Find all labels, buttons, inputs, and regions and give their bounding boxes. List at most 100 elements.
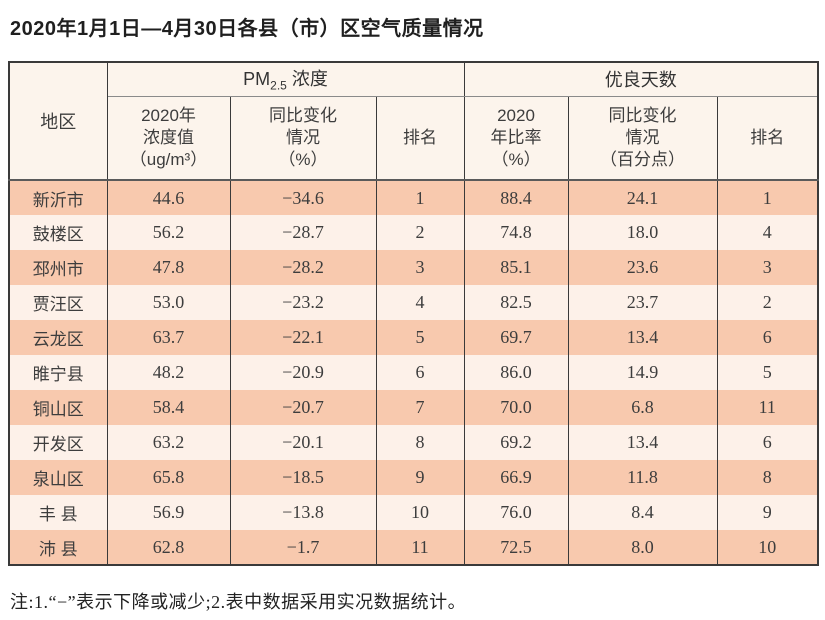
value-cell: 6 xyxy=(375,355,465,390)
value-cell: 69.2 xyxy=(463,425,569,460)
pm-label-subscript: 2.5 xyxy=(270,79,287,94)
value-cell: 58.4 xyxy=(106,390,231,425)
value-cell: 9 xyxy=(375,460,465,495)
region-cell: 云龙区 xyxy=(8,320,108,355)
group-header-good-days: 优良天数 xyxy=(463,62,819,97)
value-cell: 24.1 xyxy=(567,180,718,215)
value-cell: 86.0 xyxy=(463,355,569,390)
table-row: 丰 县 56.9 −13.8 10 76.0 8.4 9 xyxy=(8,495,819,530)
table-row: 铜山区 58.4 −20.7 7 70.0 6.8 11 xyxy=(8,390,819,425)
region-cell: 新沂市 xyxy=(8,180,108,215)
value-cell: 4 xyxy=(375,285,465,320)
value-cell: 47.8 xyxy=(106,250,231,285)
value-cell: 8 xyxy=(375,425,465,460)
value-cell: −1.7 xyxy=(229,530,377,565)
value-cell: 74.8 xyxy=(463,215,569,250)
table-row: 贾汪区 53.0 −23.2 4 82.5 23.7 2 xyxy=(8,285,819,320)
value-cell: 10 xyxy=(375,495,465,530)
value-cell: 14.9 xyxy=(567,355,718,390)
value-cell: 4 xyxy=(716,215,819,250)
value-cell: −18.5 xyxy=(229,460,377,495)
region-cell: 邳州市 xyxy=(8,250,108,285)
value-cell: 8.0 xyxy=(567,530,718,565)
region-cell: 开发区 xyxy=(8,425,108,460)
value-cell: −28.7 xyxy=(229,215,377,250)
table-body: 新沂市 44.6 −34.6 1 88.4 24.1 1 鼓楼区 56.2 −28.7 2 74.8 1… xyxy=(8,180,819,565)
pm-label-prefix: PM xyxy=(243,69,271,90)
value-cell: 23.7 xyxy=(567,285,718,320)
region-cell: 睢宁县 xyxy=(8,355,108,390)
value-cell: 85.1 xyxy=(463,250,569,285)
value-cell: 11 xyxy=(375,530,465,565)
value-cell: −20.9 xyxy=(229,355,377,390)
table-footnote: 注:1.“−”表示下降或减少;2.表中数据采用实况数据统计。 xyxy=(10,592,467,612)
region-cell: 贾汪区 xyxy=(8,285,108,320)
value-cell: −34.6 xyxy=(229,180,377,215)
column-header-gd-rank: 排名 xyxy=(716,96,819,181)
value-cell: 13.4 xyxy=(567,320,718,355)
value-cell: 63.7 xyxy=(106,320,231,355)
value-cell: −13.8 xyxy=(229,495,377,530)
table-row: 沛 县 62.8 −1.7 11 72.5 8.0 10 xyxy=(8,530,819,565)
value-cell: 72.5 xyxy=(463,530,569,565)
table-header: 地区 PM2.5 浓度 优良天数 2020年 浓度值 （ug/m³） 同比变化 … xyxy=(8,62,819,181)
value-cell: 3 xyxy=(375,250,465,285)
table-row: 云龙区 63.7 −22.1 5 69.7 13.4 6 xyxy=(8,320,819,355)
value-cell: 8 xyxy=(716,460,819,495)
value-cell: 66.9 xyxy=(463,460,569,495)
table-row: 鼓楼区 56.2 −28.7 2 74.8 18.0 4 xyxy=(8,215,819,250)
value-cell: 65.8 xyxy=(106,460,231,495)
column-header-pm-change: 同比变化 情况 （%） xyxy=(229,96,377,181)
table-row: 睢宁县 48.2 −20.9 6 86.0 14.9 5 xyxy=(8,355,819,390)
region-cell: 泉山区 xyxy=(8,460,108,495)
column-header-region: 地区 xyxy=(8,62,108,181)
table-row: 泉山区 65.8 −18.5 9 66.9 11.8 8 xyxy=(8,460,819,495)
column-header-gd-change: 同比变化 情况 （百分点） xyxy=(567,96,718,181)
table-row: 邳州市 47.8 −28.2 3 85.1 23.6 3 xyxy=(8,250,819,285)
column-header-pm-rank: 排名 xyxy=(375,96,465,181)
value-cell: 6.8 xyxy=(567,390,718,425)
value-cell: 18.0 xyxy=(567,215,718,250)
pm-label-suffix: 浓度 xyxy=(286,69,328,90)
value-cell: 56.9 xyxy=(106,495,231,530)
column-header-gd-ratio: 2020 年比率 （%） xyxy=(463,96,569,181)
value-cell: 11.8 xyxy=(567,460,718,495)
value-cell: 48.2 xyxy=(106,355,231,390)
value-cell: 53.0 xyxy=(106,285,231,320)
value-cell: 63.2 xyxy=(106,425,231,460)
value-cell: −22.1 xyxy=(229,320,377,355)
value-cell: 5 xyxy=(716,355,819,390)
table-row: 开发区 63.2 −20.1 8 69.2 13.4 6 xyxy=(8,425,819,460)
value-cell: 1 xyxy=(375,180,465,215)
value-cell: 23.6 xyxy=(567,250,718,285)
value-cell: 70.0 xyxy=(463,390,569,425)
value-cell: 76.0 xyxy=(463,495,569,530)
region-cell: 鼓楼区 xyxy=(8,215,108,250)
table-row: 新沂市 44.6 −34.6 1 88.4 24.1 1 xyxy=(8,180,819,215)
value-cell: 2 xyxy=(375,215,465,250)
value-cell: −23.2 xyxy=(229,285,377,320)
value-cell: −20.1 xyxy=(229,425,377,460)
value-cell: 7 xyxy=(375,390,465,425)
value-cell: 10 xyxy=(716,530,819,565)
value-cell: 69.7 xyxy=(463,320,569,355)
value-cell: 88.4 xyxy=(463,180,569,215)
value-cell: 13.4 xyxy=(567,425,718,460)
value-cell: 62.8 xyxy=(106,530,231,565)
value-cell: 44.6 xyxy=(106,180,231,215)
value-cell: −28.2 xyxy=(229,250,377,285)
group-header-pm25: PM2.5 浓度 xyxy=(106,62,465,97)
region-cell: 铜山区 xyxy=(8,390,108,425)
region-cell: 沛 县 xyxy=(8,530,108,565)
value-cell: 6 xyxy=(716,320,819,355)
value-cell: −20.7 xyxy=(229,390,377,425)
value-cell: 5 xyxy=(375,320,465,355)
value-cell: 9 xyxy=(716,495,819,530)
value-cell: 82.5 xyxy=(463,285,569,320)
value-cell: 3 xyxy=(716,250,819,285)
value-cell: 8.4 xyxy=(567,495,718,530)
value-cell: 2 xyxy=(716,285,819,320)
table-title: 2020年1月1日—4月30日各县（市）区空气质量情况 xyxy=(10,18,484,40)
value-cell: 11 xyxy=(716,390,819,425)
